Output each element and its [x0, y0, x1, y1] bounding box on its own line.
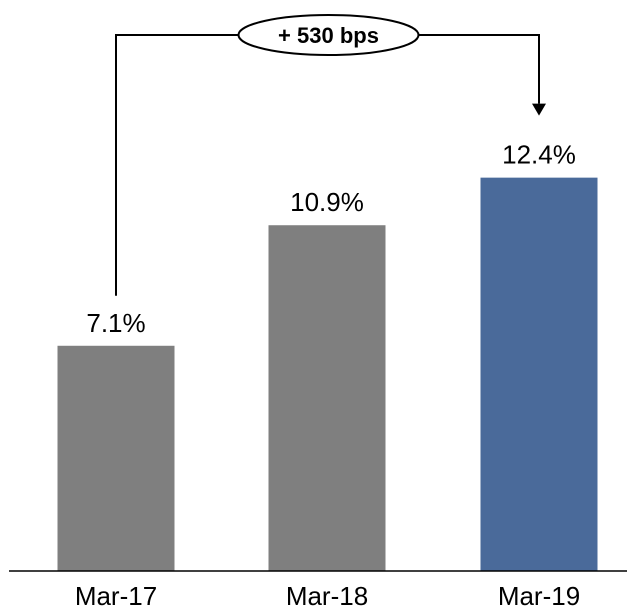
bar-mar-19	[480, 177, 598, 571]
callout-ellipse	[237, 14, 420, 56]
x-tick-mar-19: Mar-19	[498, 581, 580, 611]
callout-arrowhead-icon	[532, 103, 546, 116]
data-label-mar-18: 10.9%	[290, 187, 364, 217]
data-labels-group: 7.1% 10.9% 12.4%	[86, 140, 576, 338]
callout-label: + 530 bps	[278, 23, 379, 48]
x-tick-mar-18: Mar-18	[286, 581, 368, 611]
growth-callout: + 530 bps	[115, 14, 546, 296]
bars-group	[57, 177, 598, 571]
x-tick-labels-group: Mar-17 Mar-18 Mar-19	[75, 581, 580, 611]
data-label-mar-17: 7.1%	[86, 308, 145, 338]
bar-mar-18	[268, 225, 386, 571]
data-label-mar-19: 12.4%	[502, 140, 576, 170]
bar-mar-17	[57, 345, 175, 571]
x-tick-mar-17: Mar-17	[75, 581, 157, 611]
